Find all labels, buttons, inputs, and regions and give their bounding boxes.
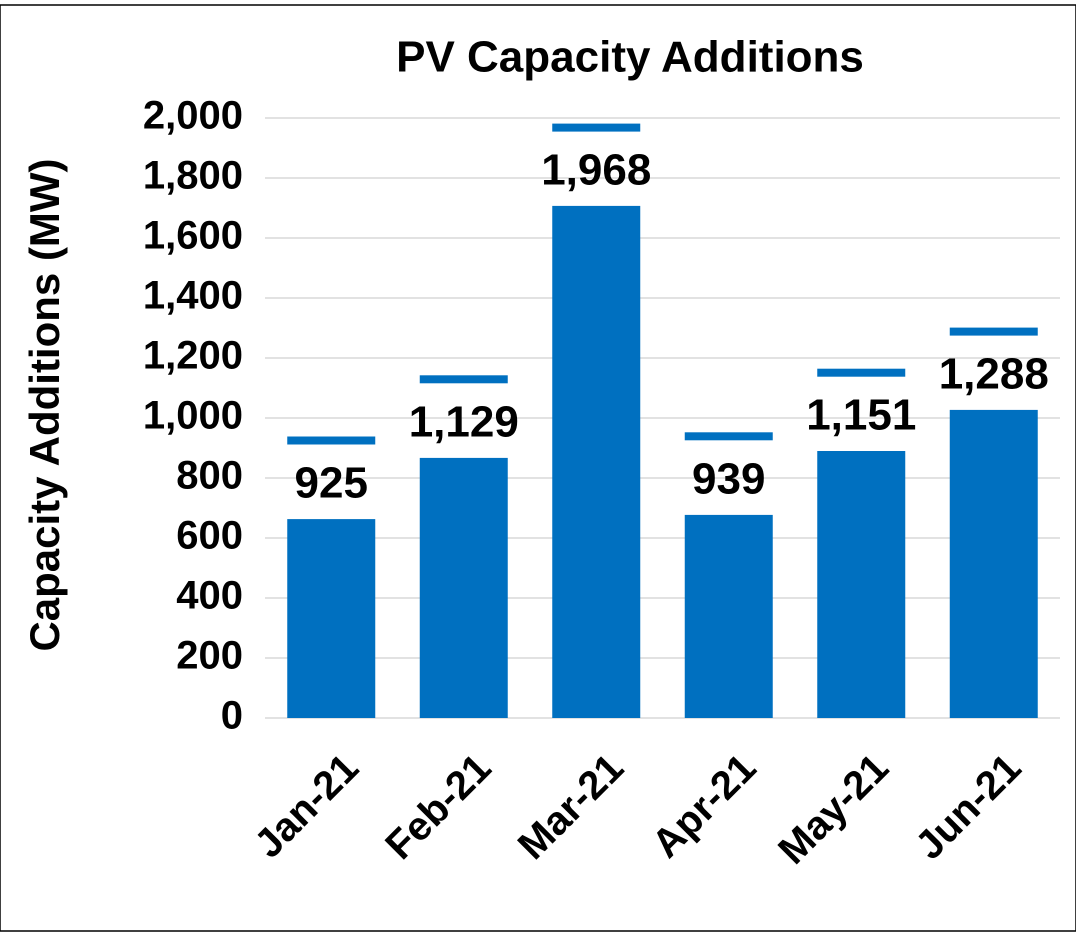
total-marker [817,368,906,377]
data-label: 1,151 [806,391,916,440]
y-tick-label: 2,000 [143,94,243,138]
bar [287,519,376,718]
frame [0,4,1076,932]
y-tick-label: 200 [176,634,243,678]
total-marker [949,327,1038,336]
data-label: 1,968 [541,146,651,195]
y-axis-label: Capacity Additions (MW) [21,158,68,651]
y-tick-label: 400 [176,574,243,618]
total-marker [419,375,508,384]
data-label: 1,129 [409,398,519,447]
y-tick-label: 1,000 [143,394,243,438]
data-label: 925 [295,459,368,508]
total-marker [287,436,376,445]
y-tick-label: 800 [176,454,243,498]
bar [552,205,641,718]
data-label: 1,288 [939,350,1049,399]
chart-title: PV Capacity Additions [396,33,864,82]
total-marker [684,432,773,441]
y-tick-label: 1,200 [143,334,243,378]
bar [684,514,773,718]
y-tick-label: 1,800 [143,154,243,198]
y-tick-label: 600 [176,514,243,558]
total-marker [552,123,641,132]
bar [817,451,906,718]
y-tick-label: 1,400 [143,274,243,318]
bar [949,409,1038,718]
bar [419,457,508,718]
data-label: 939 [692,455,765,504]
y-tick-label: 0 [221,694,243,738]
y-tick-label: 1,600 [143,214,243,258]
